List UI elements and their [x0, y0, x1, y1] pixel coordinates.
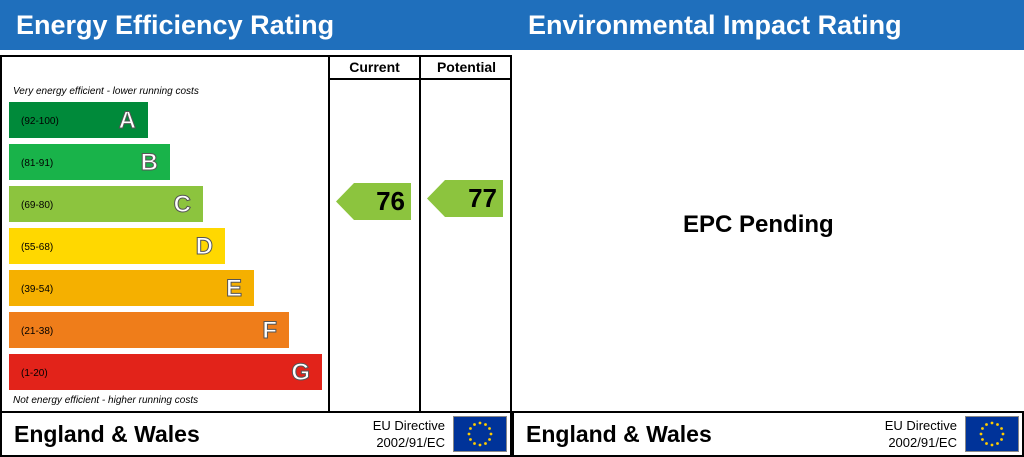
energy-efficiency-panel: Energy Efficiency Rating Current Potenti… [0, 0, 512, 457]
flag-star [473, 423, 476, 426]
potential-rating-arrow: 77 [427, 180, 503, 217]
band-letter: A [118, 107, 136, 135]
band-letter: E [225, 275, 242, 303]
flag-star [488, 427, 491, 430]
flag-star [985, 423, 988, 426]
flag-star [478, 443, 482, 447]
rating-band-d: (55-68) D [9, 228, 225, 264]
flag-star [1000, 427, 1003, 430]
band-letter: G [291, 359, 311, 387]
band-range-label: (69-80) [21, 200, 54, 211]
flag-star [996, 423, 999, 426]
environmental-impact-panel: Environmental Impact Rating EPC Pending … [512, 0, 1024, 457]
flag-star [981, 438, 984, 441]
bottom-efficiency-note: Not energy efficient - higher running co… [13, 395, 199, 406]
band-range-label: (1-20) [21, 368, 48, 379]
flag-star [996, 442, 999, 445]
energy-footer-region: England & Wales [14, 421, 200, 447]
flag-star [489, 432, 493, 436]
flag-star [473, 442, 476, 445]
band-range-label: (81-91) [21, 158, 54, 169]
environment-footer-frame [512, 411, 1024, 457]
band-letter: C [173, 191, 191, 219]
environment-footer-region: England & Wales [526, 421, 712, 447]
band-letter: F [262, 317, 278, 345]
flag-star [979, 432, 983, 436]
flag-star [981, 427, 984, 430]
column-header-divider [328, 78, 512, 80]
top-efficiency-note: Very energy efficient - lower running co… [13, 86, 199, 97]
energy-efficiency-title: Energy Efficiency Rating [0, 0, 512, 50]
rating-band-f: (21-38) F [9, 312, 289, 348]
current-rating-arrow-shape [336, 183, 411, 220]
potential-rating-arrow-value: 77 [468, 183, 497, 213]
energy-directive-line1: EU Directive [372, 418, 445, 433]
current-column-header: Current [349, 59, 400, 75]
current-rating-arrow: 76 [336, 183, 411, 220]
rating-band-e: (39-54) E [9, 270, 254, 306]
flag-star [469, 438, 472, 441]
rating-band-c: (69-80) C [9, 186, 203, 222]
flag-star [484, 423, 487, 426]
band-range-label: (55-68) [21, 242, 54, 253]
flag-star [467, 432, 471, 436]
band-letter: B [140, 149, 158, 177]
potential-rating-arrow-shape [427, 180, 503, 217]
flag-star [478, 421, 482, 425]
band-letter: D [195, 233, 213, 261]
rating-band-b: (81-91) B [9, 144, 170, 180]
rating-band-g: (1-20) G [9, 354, 322, 390]
flag-star [990, 443, 994, 447]
flag-star [990, 421, 994, 425]
environment-directive-line1: EU Directive [884, 418, 957, 433]
band-range-label: (21-38) [21, 326, 54, 337]
environmental-impact-title: Environmental Impact Rating [512, 0, 1024, 50]
flag-star [1000, 438, 1003, 441]
flag-star [1001, 432, 1005, 436]
energy-directive-line2: 2002/91/EC [376, 435, 445, 450]
environment-footer-directive: EU Directive 2002/91/EC [842, 417, 957, 451]
flag-star [488, 438, 491, 441]
current-rating-arrow-value: 76 [376, 186, 405, 216]
flag-star [469, 427, 472, 430]
epc-pending-status: EPC Pending [683, 211, 834, 238]
potential-column-header: Potential [436, 59, 497, 75]
eu-flag-icon [965, 416, 1019, 452]
environment-directive-line2: 2002/91/EC [888, 435, 957, 450]
flag-star [985, 442, 988, 445]
band-range-label: (39-54) [21, 284, 54, 295]
column-divider-potential [419, 55, 421, 413]
energy-footer-directive: EU Directive 2002/91/EC [330, 417, 445, 451]
energy-footer-frame [0, 411, 512, 457]
flag-star [484, 442, 487, 445]
column-divider-current [328, 55, 330, 413]
eu-flag-icon [453, 416, 507, 452]
rating-band-a: (92-100) A [9, 102, 148, 138]
band-range-label: (92-100) [21, 116, 59, 127]
